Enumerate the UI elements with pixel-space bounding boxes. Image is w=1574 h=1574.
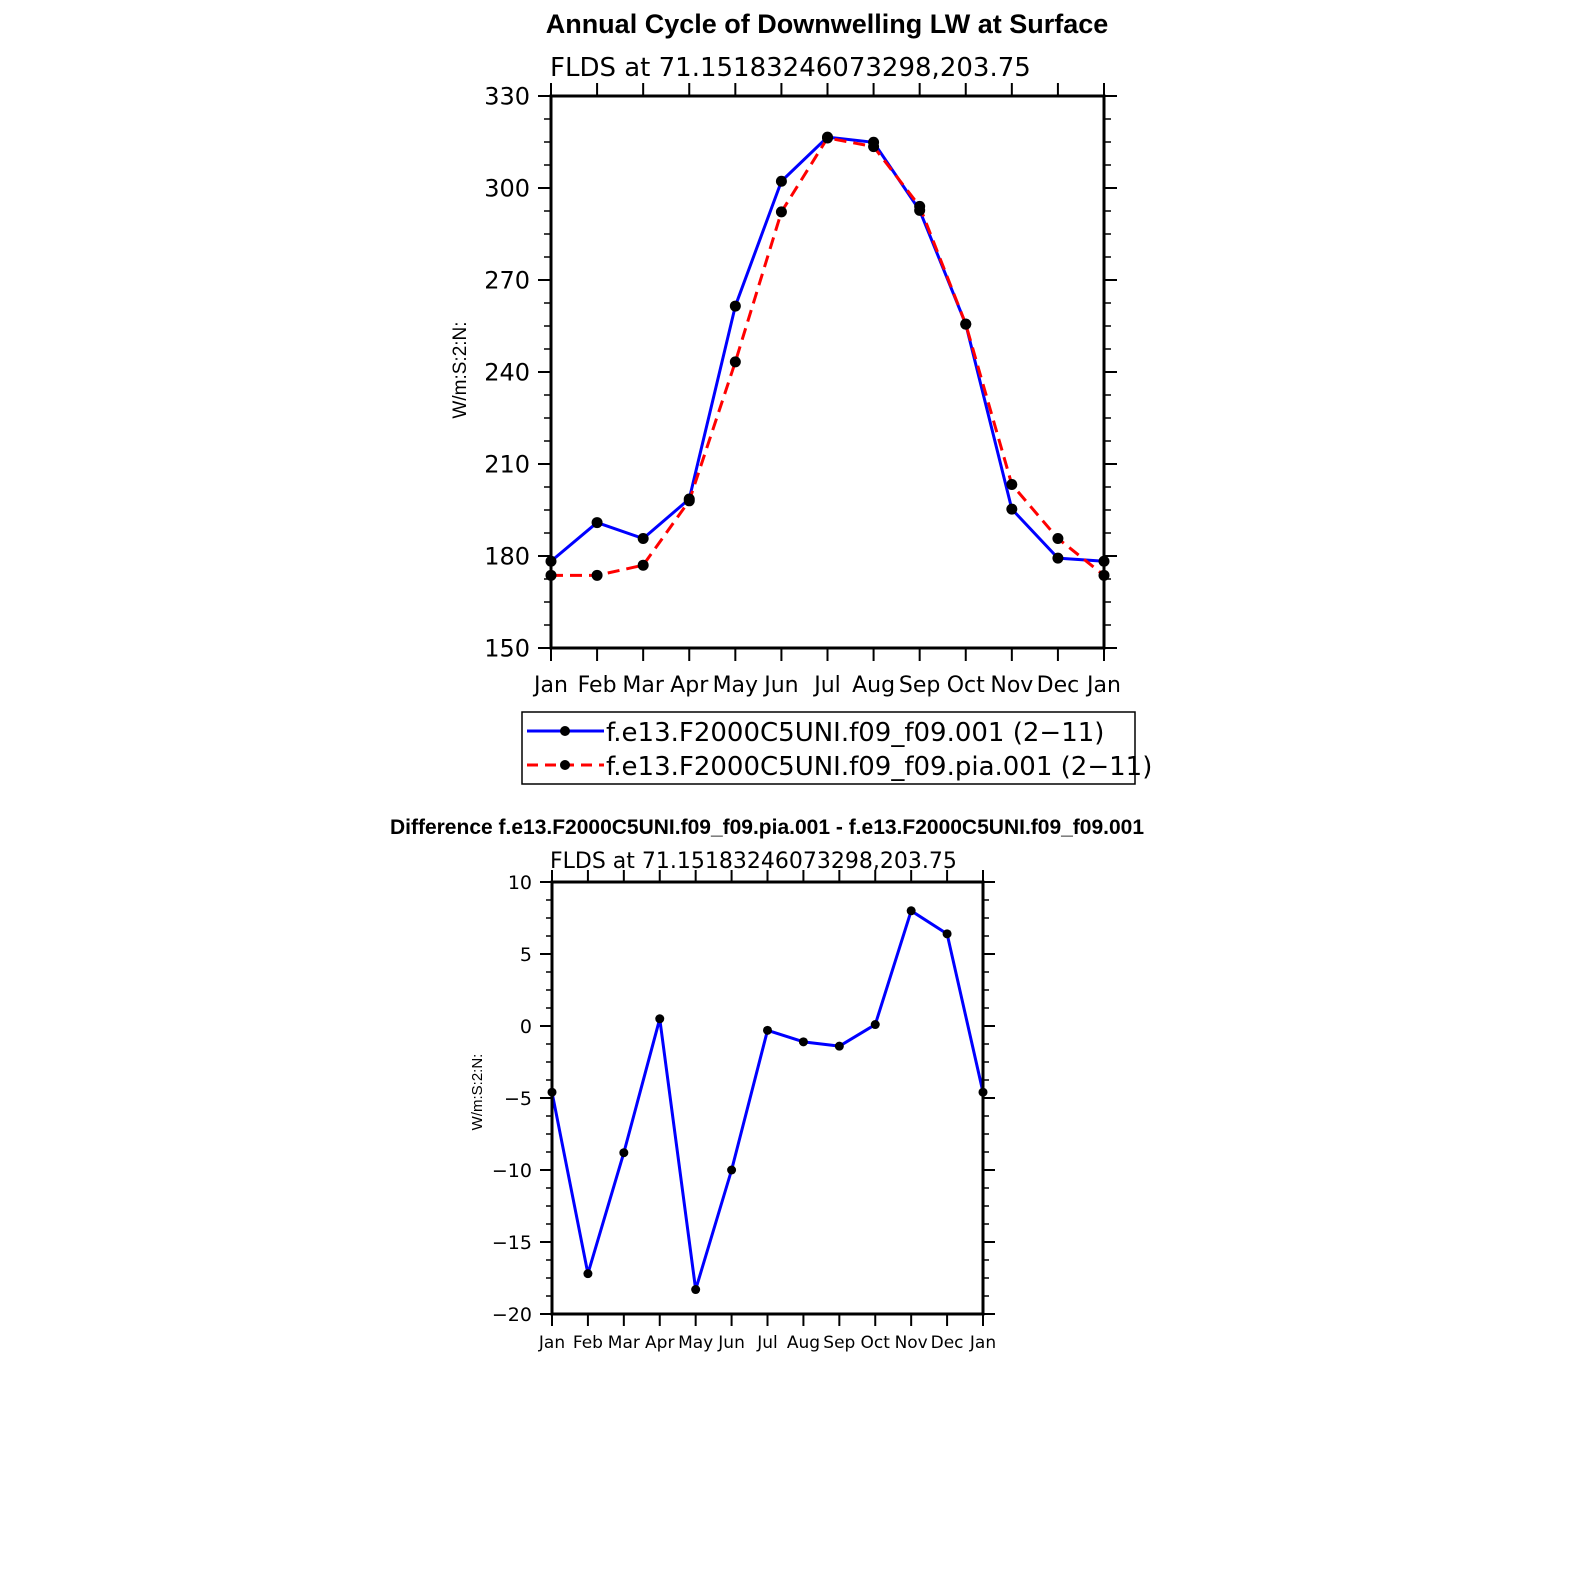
x-tick-label: Dec — [931, 1333, 964, 1353]
data-point — [591, 569, 603, 581]
x-tick-label: Mar — [608, 1333, 640, 1353]
data-point — [822, 132, 833, 144]
series-line-2 — [551, 136, 1105, 577]
data-point — [619, 1148, 629, 1158]
data-point — [775, 175, 787, 187]
data-point — [729, 356, 741, 368]
data-point — [942, 929, 952, 939]
y-tick-label: −5 — [504, 1088, 532, 1110]
y-tick-label: 5 — [520, 944, 532, 966]
x-tick-label: Aug — [852, 673, 895, 698]
data-point — [870, 1020, 880, 1030]
data-point — [960, 318, 972, 330]
x-tick-label: Mar — [622, 673, 664, 698]
x-tick-label: Aug — [787, 1333, 820, 1353]
y-tick-label: −20 — [492, 1304, 532, 1326]
y-tick-label: 240 — [484, 359, 530, 387]
x-tick-label: Apr — [670, 673, 709, 698]
x-tick-label: Dec — [1037, 673, 1080, 698]
axis-ticks: Jan Feb Mar Apr May Jun Jul Aug Sep Oct Nov Dec Jan1… — [484, 83, 1121, 698]
data-point — [591, 517, 603, 529]
x-tick-label: Jan — [538, 1333, 565, 1353]
y-tick-label: 180 — [484, 543, 530, 571]
y-axis-label: W/m:S:2:N: — [469, 1054, 486, 1131]
plot-area — [547, 906, 988, 1295]
y-tick-label: 0 — [520, 1016, 532, 1038]
chart-subtitle: FLDS at 71.15183246073298,203.75 — [550, 53, 1031, 83]
chart-subtitle: FLDS at 71.15183246073298,203.75 — [550, 849, 957, 874]
legend-label: f.e13.F2000C5UNI.f09_f09.pia.001 (2−11) — [606, 752, 1152, 782]
y-axis-label: W/m:S:2:N: — [450, 321, 471, 418]
x-tick-label: Feb — [578, 673, 617, 698]
x-tick-label: Jun — [762, 673, 798, 698]
legend-marker — [560, 726, 570, 736]
x-tick-label: Jul — [756, 1333, 778, 1353]
x-tick-label: Nov — [990, 673, 1033, 698]
x-tick-label: Oct — [947, 673, 985, 698]
legend: f.e13.F2000C5UNI.f09_f09.001 (2−11) f.e1… — [521, 711, 1152, 785]
plot-area — [545, 131, 1110, 581]
data-point — [763, 1025, 772, 1035]
x-tick-label: May — [678, 1333, 713, 1353]
x-tick-label: Jan — [969, 1333, 996, 1353]
x-tick-label: Sep — [823, 1333, 855, 1353]
data-point — [1006, 503, 1018, 515]
data-point — [637, 559, 649, 571]
legend-label: f.e13.F2000C5UNI.f09_f09.001 (2−11) — [606, 718, 1104, 748]
y-tick-label: 270 — [484, 267, 530, 295]
data-point — [1052, 533, 1064, 545]
data-point — [1006, 479, 1018, 491]
chart-title: Annual Cycle of Downwelling LW at Surfac… — [546, 9, 1109, 39]
difference-chart: Difference f.e13.F2000C5UNI.f09_f09.pia.… — [390, 816, 1144, 1353]
chart-title: Difference f.e13.F2000C5UNI.f09_f09.pia.… — [390, 816, 1144, 839]
x-tick-label: Jan — [532, 673, 568, 698]
y-tick-label: 330 — [484, 83, 530, 111]
legend-entry-series-b: f.e13.F2000C5UNI.f09_f09.pia.001 (2−11) — [527, 752, 1152, 782]
data-point — [914, 200, 926, 212]
series-line-1 — [550, 909, 985, 1292]
data-point — [637, 533, 649, 545]
x-tick-label: Jun — [717, 1333, 745, 1353]
data-point — [691, 1285, 701, 1295]
x-tick-label: Feb — [573, 1333, 603, 1353]
y-tick-label: −15 — [492, 1232, 532, 1254]
data-point — [834, 1041, 844, 1051]
y-tick-label: 210 — [484, 451, 530, 479]
legend-marker — [560, 760, 570, 770]
x-tick-label: Nov — [895, 1333, 928, 1353]
annual-cycle-chart: Annual Cycle of Downwelling LW at Surfac… — [450, 9, 1121, 698]
data-point — [906, 906, 916, 916]
plot-frame — [550, 880, 985, 1316]
data-point — [1052, 552, 1064, 564]
x-tick-label: Oct — [861, 1333, 891, 1353]
data-point — [729, 300, 741, 312]
y-tick-label: 10 — [508, 872, 532, 894]
data-point — [683, 495, 695, 507]
legend-entry-series-a: f.e13.F2000C5UNI.f09_f09.001 (2−11) — [527, 718, 1104, 748]
x-tick-label: Jul — [812, 673, 841, 698]
x-tick-label: Sep — [899, 673, 940, 698]
x-tick-label: Apr — [645, 1333, 674, 1353]
x-tick-label: Jan — [1085, 673, 1121, 698]
data-point — [798, 1037, 808, 1047]
y-tick-label: 150 — [484, 635, 530, 663]
data-point — [868, 141, 880, 153]
x-tick-label: May — [713, 673, 758, 698]
y-tick-label: −10 — [492, 1160, 532, 1182]
data-point — [775, 206, 787, 218]
data-point — [583, 1269, 593, 1279]
plot-frame — [549, 94, 1106, 650]
data-point — [655, 1014, 665, 1024]
axis-ticks: Jan Feb Mar Apr May Jun Jul Aug Sep Oct Nov Dec Jan−… — [492, 870, 996, 1353]
y-tick-label: 300 — [484, 175, 530, 203]
data-point — [727, 1165, 737, 1175]
legend-box — [521, 711, 1136, 785]
